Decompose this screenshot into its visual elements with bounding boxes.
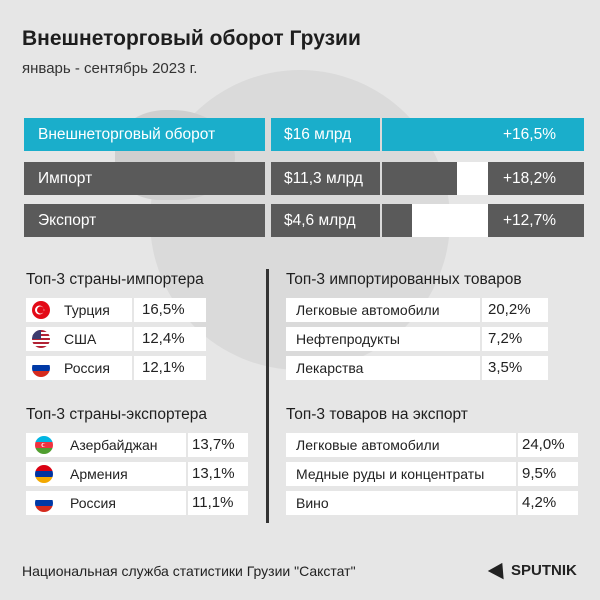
azerbaijan-flag-icon xyxy=(35,436,53,454)
table-row: Легковые автомобили 24,0% xyxy=(286,433,578,457)
share-value: 12,4% xyxy=(134,327,206,351)
country-name: Россия xyxy=(70,495,116,511)
share-value: 20,2% xyxy=(482,298,548,322)
bar-growth-label: +16,5% xyxy=(488,118,584,151)
share-value: 4,2% xyxy=(518,491,578,515)
page-subtitle: январь - сентябрь 2023 г. xyxy=(22,60,198,77)
bar-row-turnover: Внешнеторговый оборот $16 млрд +16,5% xyxy=(24,118,584,151)
share-value: 24,0% xyxy=(518,433,578,457)
goods-name: Лекарства xyxy=(286,356,480,380)
bar-value-label: $4,6 млрд xyxy=(271,204,380,237)
goods-name: Легковые автомобили xyxy=(286,298,480,322)
turkey-flag-icon xyxy=(32,301,50,319)
share-value: 9,5% xyxy=(518,462,578,486)
table-row: Лекарства 3,5% xyxy=(286,356,548,380)
share-value: 7,2% xyxy=(482,327,548,351)
country-cell: Россия xyxy=(26,491,186,515)
russia-flag-icon xyxy=(35,494,53,512)
bar-row-import: Импорт $11,3 млрд +18,2% xyxy=(24,162,584,195)
bar-value-label: $11,3 млрд xyxy=(271,162,380,195)
share-value: 16,5% xyxy=(134,298,206,322)
sputnik-logo: SPUTNIK xyxy=(487,558,577,580)
bar-fill xyxy=(382,118,488,151)
bar-row-export: Экспорт $4,6 млрд +12,7% xyxy=(24,204,584,237)
section-title-export-countries: Топ-3 страны-экспортера xyxy=(26,406,208,423)
table-row: Легковые автомобили 20,2% xyxy=(286,298,548,322)
share-value: 11,1% xyxy=(188,491,248,515)
country-cell: Армения xyxy=(26,462,186,486)
section-title-export-goods: Топ-3 товаров на экспорт xyxy=(286,406,468,423)
logo-text: SPUTNIK xyxy=(511,562,577,579)
table-row: Россия 12,1% xyxy=(26,356,206,380)
country-name: Азербайджан xyxy=(70,437,158,453)
country-cell: Турция xyxy=(26,298,132,322)
table-row: Россия 11,1% xyxy=(26,491,248,515)
table-row: Вино 4,2% xyxy=(286,491,578,515)
bar-growth-label: +12,7% xyxy=(488,204,584,237)
section-title-import-countries: Топ-3 страны-импортера xyxy=(26,271,204,288)
table-row: Армения 13,1% xyxy=(26,462,248,486)
country-name: Армения xyxy=(70,466,128,482)
country-name: США xyxy=(64,331,97,347)
goods-name: Легковые автомобили xyxy=(286,433,516,457)
russia-flag-icon xyxy=(32,359,50,377)
table-row: Азербайджан 13,7% xyxy=(26,433,248,457)
country-name: Россия xyxy=(64,360,110,376)
share-value: 13,7% xyxy=(188,433,248,457)
country-cell: США xyxy=(26,327,132,351)
bar-fill xyxy=(382,204,412,237)
bar-value-label: $16 млрд xyxy=(271,118,380,151)
bar-label: Экспорт xyxy=(24,204,265,237)
bar-growth-label: +18,2% xyxy=(488,162,584,195)
section-title-import-goods: Топ-3 импортированных товаров xyxy=(286,271,522,288)
page-title: Внешнеторговый оборот Грузии xyxy=(22,27,361,50)
sputnik-arrow-icon xyxy=(487,558,511,580)
usa-flag-icon xyxy=(32,330,50,348)
source-note: Национальная служба статистики Грузии "С… xyxy=(22,563,356,579)
country-cell: Россия xyxy=(26,356,132,380)
goods-name: Медные руды и концентраты xyxy=(286,462,516,486)
goods-name: Нефтепродукты xyxy=(286,327,480,351)
share-value: 12,1% xyxy=(134,356,206,380)
section-divider xyxy=(266,269,269,523)
table-row: Нефтепродукты 7,2% xyxy=(286,327,548,351)
table-row: Медные руды и концентраты 9,5% xyxy=(286,462,578,486)
table-row: США 12,4% xyxy=(26,327,206,351)
share-value: 13,1% xyxy=(188,462,248,486)
table-row: Турция 16,5% xyxy=(26,298,206,322)
bar-fill xyxy=(382,162,457,195)
bar-label: Импорт xyxy=(24,162,265,195)
goods-name: Вино xyxy=(286,491,516,515)
armenia-flag-icon xyxy=(35,465,53,483)
country-name: Турция xyxy=(64,302,110,318)
bar-label: Внешнеторговый оборот xyxy=(24,118,265,151)
country-cell: Азербайджан xyxy=(26,433,186,457)
share-value: 3,5% xyxy=(482,356,548,380)
